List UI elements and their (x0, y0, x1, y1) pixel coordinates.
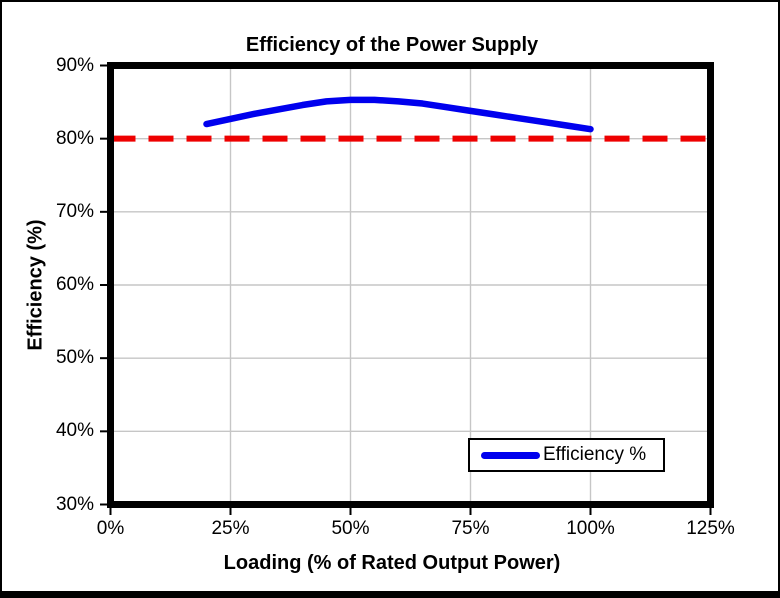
y-tick-label: 60% (55, 274, 94, 295)
plot-border (107, 62, 714, 508)
x-tick-label: 75% (451, 518, 490, 539)
y-tick-label: 40% (55, 420, 94, 442)
efficiency-curve (203, 96, 594, 133)
plot-area (100, 62, 714, 515)
x-tick-label: 100% (566, 518, 615, 539)
legend-line-swatch (481, 451, 540, 459)
y-tick-label: 80% (55, 127, 94, 149)
x-axis-title: Loading (% of Rated Output Power) (223, 552, 561, 574)
x-tick-label: 0% (96, 518, 125, 539)
x-tick-label: 125% (686, 518, 735, 539)
x-tick-label: 50% (331, 518, 370, 539)
legend: Efficiency % (468, 438, 665, 472)
chart-title: Efficiency of the Power Supply (245, 34, 539, 56)
y-tick-label: 90% (55, 54, 94, 76)
y-tick-label: 70% (55, 200, 94, 222)
y-tick-label: 50% (55, 347, 94, 369)
x-tick-label: 25% (211, 518, 250, 539)
legend-label: Efficiency % (543, 444, 647, 465)
y-tick-label: 30% (55, 493, 94, 515)
